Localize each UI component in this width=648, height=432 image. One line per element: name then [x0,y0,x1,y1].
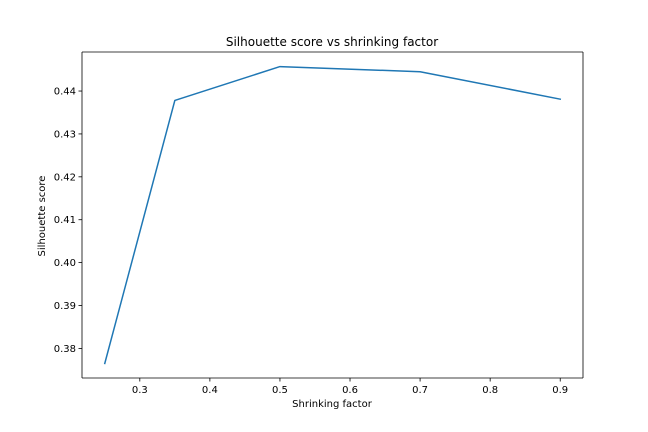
x-tick-label: 0.8 [482,385,498,396]
y-tick-label: 0.40 [54,258,76,269]
y-tick-label: 0.41 [54,215,76,226]
x-axis-title: Shrinking factor [292,399,373,410]
y-tick-label: 0.44 [54,87,76,98]
x-tick-label: 0.6 [342,385,358,396]
x-tick-label: 0.4 [202,385,218,396]
chart-title: Silhouette score vs shrinking factor [226,35,438,49]
x-tick-label: 0.3 [132,385,148,396]
y-tick-label: 0.43 [54,129,76,140]
y-tick-label: 0.38 [54,344,76,355]
y-tick-label: 0.42 [54,172,76,183]
x-tick-label: 0.9 [552,385,568,396]
series-line [103,65,562,365]
y-axis-title: Silhouette score [37,176,48,257]
x-tick-label: 0.7 [412,385,428,396]
x-tick-label: 0.5 [272,385,288,396]
y-tick-label: 0.39 [54,301,76,312]
plot-area: 0.3 0.4 0.5 0.6 0.7 0.8 0.9 0.38 0.39 0.40 0.41 0.4… [54,51,584,396]
